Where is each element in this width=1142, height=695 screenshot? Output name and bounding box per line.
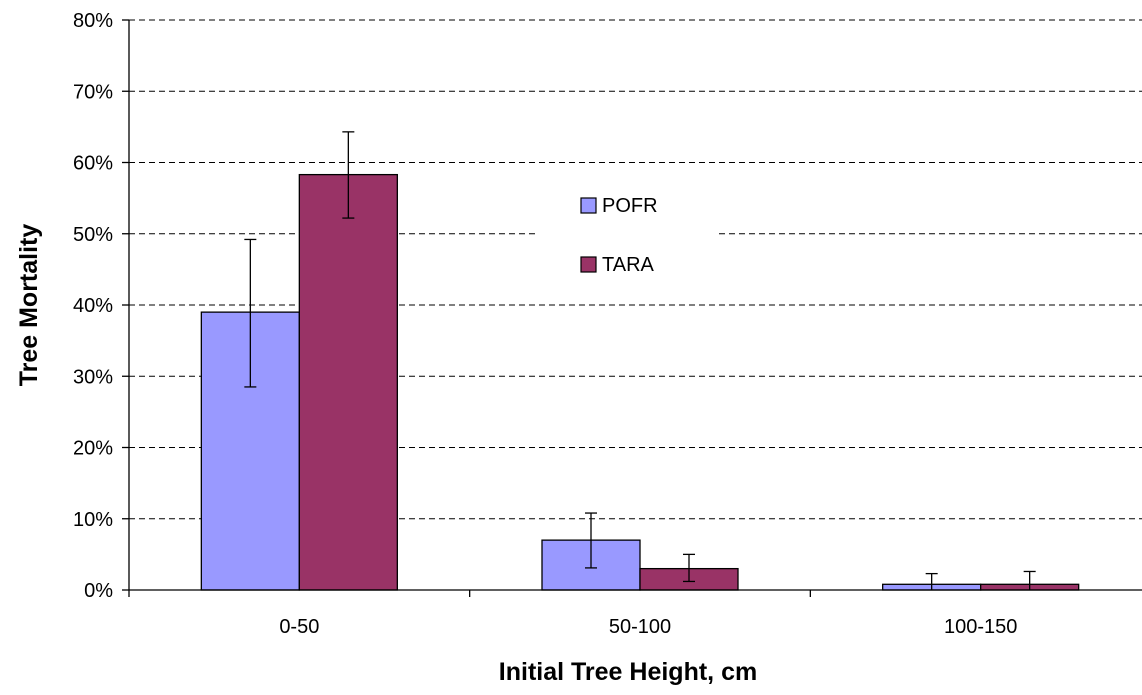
x-tick-label: 0-50 — [279, 616, 319, 638]
y-tick-label: 10% — [73, 509, 113, 531]
bar-tara-0-50 — [298, 173, 398, 591]
y-tick-label: 20% — [73, 438, 113, 460]
y-axis-title: Tree Mortality — [15, 224, 43, 387]
y-tick-label: 50% — [73, 224, 113, 246]
error-bars — [244, 131, 1036, 590]
y-tick-label: 60% — [73, 153, 113, 175]
x-axis-title: Initial Tree Height, cm — [499, 658, 757, 686]
y-tick-label: 70% — [73, 81, 113, 103]
legend-label-pofr: POFR — [602, 195, 658, 217]
legend: POFR TARA — [580, 195, 658, 276]
y-tick-label: 0% — [84, 580, 113, 602]
legend-swatch-pofr — [580, 197, 597, 214]
axes — [122, 19, 1142, 597]
y-tick-label: 30% — [73, 366, 113, 388]
legend-background — [536, 184, 716, 292]
tick-labels: 0% 10% 20% 30% 40% 50% 60% 70% 80% 0-50 50-100 100-… — [73, 10, 1017, 638]
x-tick-label: 100-150 — [944, 616, 1017, 638]
bars — [200, 173, 1080, 591]
y-tick-label: 40% — [73, 295, 113, 317]
legend-label-tara: TARA — [602, 254, 655, 276]
legend-swatch-tara — [580, 256, 597, 273]
y-tick-label: 80% — [73, 10, 113, 32]
x-tick-label: 50-100 — [609, 616, 671, 638]
